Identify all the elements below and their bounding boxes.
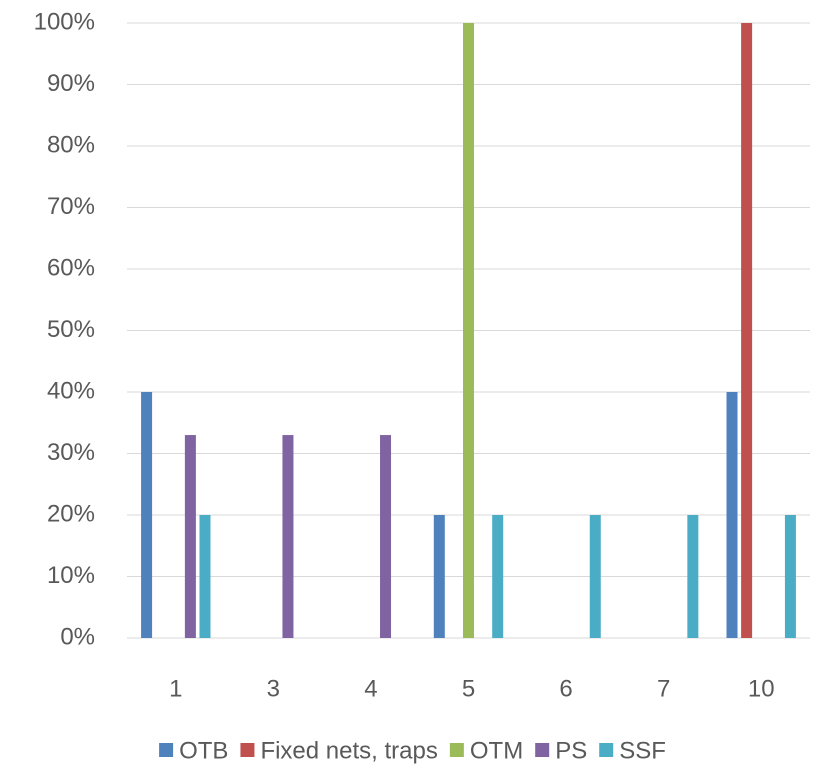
y-tick-label: 50% bbox=[47, 316, 95, 343]
y-tick-label: 100% bbox=[34, 8, 95, 35]
y-tick-label: 0% bbox=[60, 623, 95, 650]
y-tick-label: 90% bbox=[47, 70, 95, 97]
x-tick-label: 10 bbox=[748, 675, 775, 702]
x-tick-label: 3 bbox=[267, 675, 280, 702]
legend-label: OTB bbox=[179, 737, 228, 764]
y-tick-label: 20% bbox=[47, 500, 95, 527]
bar bbox=[380, 435, 391, 638]
bar bbox=[727, 392, 738, 638]
legend-label: Fixed nets, traps bbox=[260, 737, 437, 764]
y-tick-label: 60% bbox=[47, 254, 95, 281]
bar bbox=[282, 435, 293, 638]
legend-swatch bbox=[450, 743, 464, 757]
bar bbox=[687, 515, 698, 638]
bar bbox=[492, 515, 503, 638]
legend-swatch bbox=[159, 743, 173, 757]
bar bbox=[185, 435, 196, 638]
bar bbox=[463, 23, 474, 638]
legend-swatch bbox=[535, 743, 549, 757]
bar bbox=[785, 515, 796, 638]
chart: 0% 10% 20% 30% 40% 50% 60% 70% 80% 90% 100% 1 3 4 5 6 7 1… bbox=[0, 0, 825, 771]
x-tick-label: 5 bbox=[462, 675, 475, 702]
legend-label: OTM bbox=[470, 737, 523, 764]
bar bbox=[741, 23, 752, 638]
bar bbox=[434, 515, 445, 638]
y-tick-label: 40% bbox=[47, 377, 95, 404]
x-tick-label: 1 bbox=[169, 675, 182, 702]
legend-swatch bbox=[599, 743, 613, 757]
y-tick-label: 80% bbox=[47, 131, 95, 158]
legend-swatch bbox=[240, 743, 254, 757]
bar bbox=[590, 515, 601, 638]
y-tick-label: 10% bbox=[47, 562, 95, 589]
legend-label: PS bbox=[555, 737, 587, 764]
x-tick-label: 6 bbox=[559, 675, 572, 702]
y-tick-label: 70% bbox=[47, 193, 95, 220]
y-tick-label: 30% bbox=[47, 439, 95, 466]
legend-label: SSF bbox=[619, 737, 666, 764]
x-tick-label: 4 bbox=[364, 675, 377, 702]
bar bbox=[141, 392, 152, 638]
x-tick-label: 7 bbox=[657, 675, 670, 702]
bar bbox=[199, 515, 210, 638]
